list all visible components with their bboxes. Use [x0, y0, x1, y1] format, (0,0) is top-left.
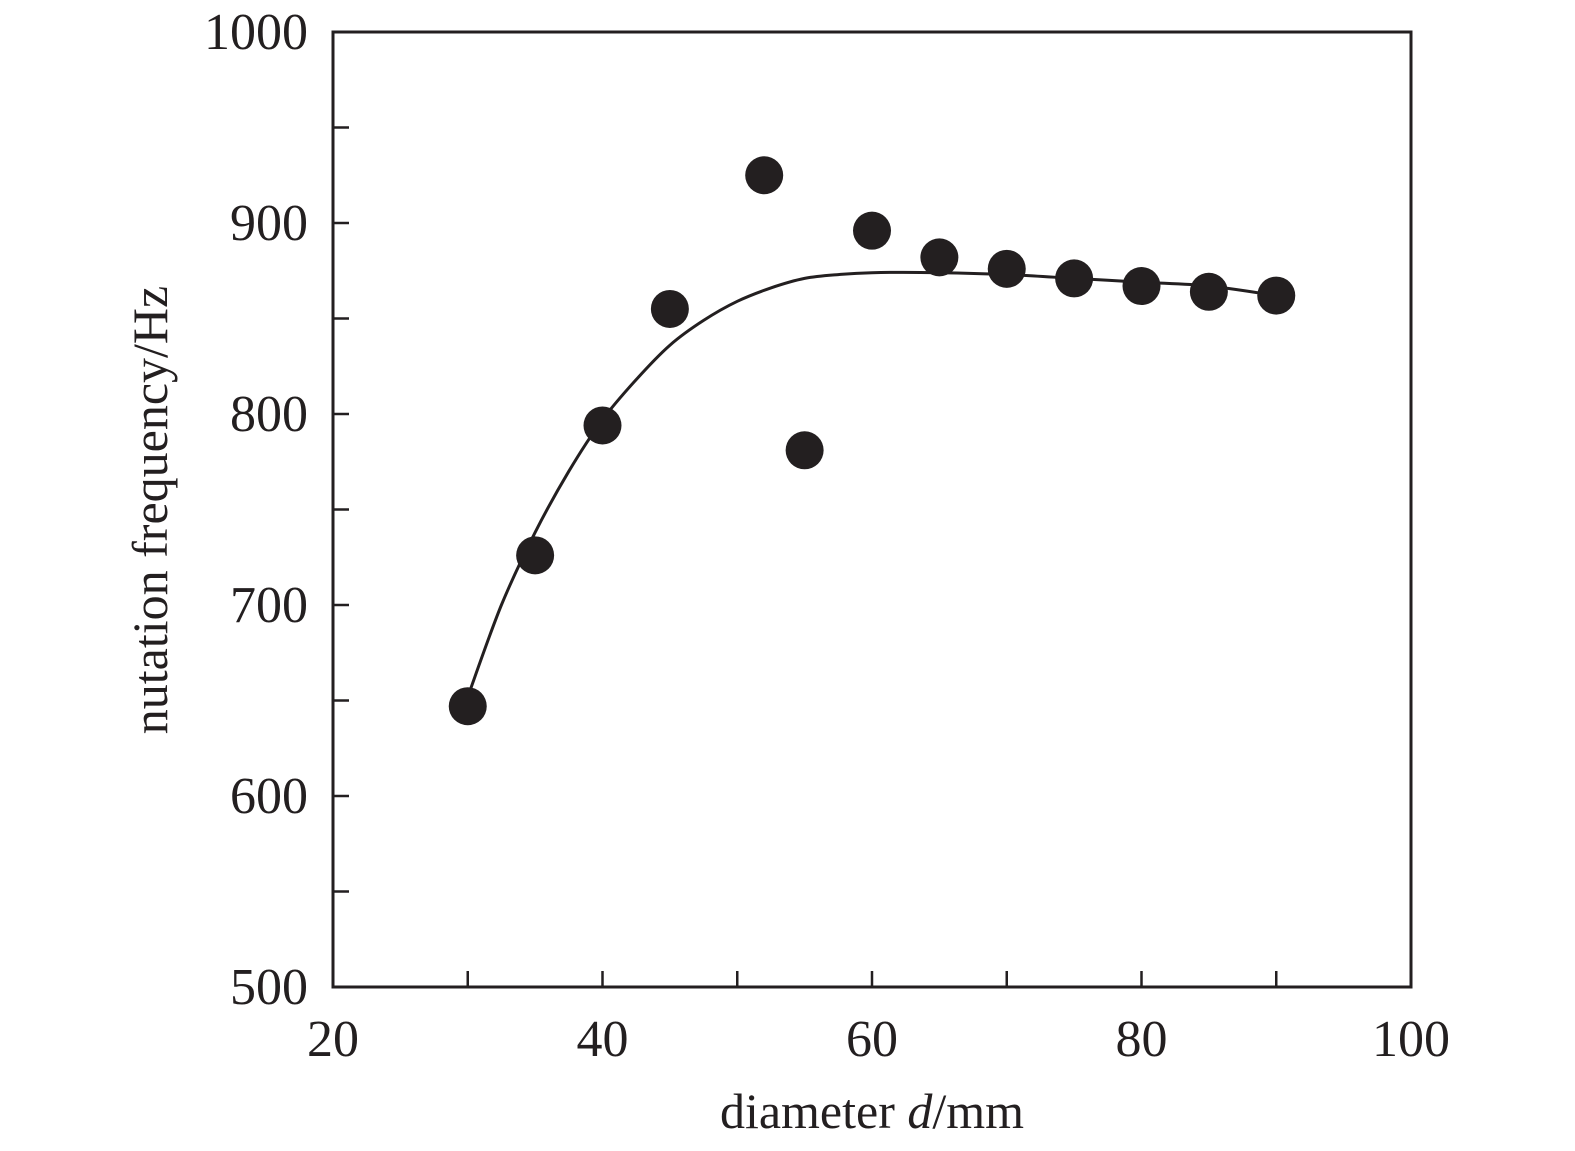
- data-points-layer: [448, 156, 1296, 726]
- data-point: [1122, 267, 1161, 306]
- data-point: [987, 249, 1026, 288]
- fit-curve: [466, 270, 1277, 698]
- y-tick-label: 1000: [204, 4, 308, 61]
- data-point: [1189, 272, 1228, 311]
- y-tick-label: 500: [230, 959, 308, 1016]
- data-point: [516, 536, 555, 575]
- data-point: [1257, 276, 1296, 315]
- data-point: [853, 211, 891, 250]
- y-tick-label: 700: [230, 577, 308, 634]
- data-point: [785, 431, 824, 470]
- y-axis-label: nutation frequency/Hz: [122, 286, 178, 734]
- x-axis-label: diameter d/mm: [720, 1083, 1024, 1139]
- axis-ticks: [331, 30, 1413, 989]
- data-point: [1055, 259, 1094, 298]
- data-point: [920, 238, 959, 277]
- y-tick-label: 800: [230, 386, 308, 443]
- x-tick-label: 100: [1372, 1011, 1450, 1068]
- y-tick-label: 900: [230, 195, 308, 252]
- x-tick-label: 80: [1116, 1011, 1168, 1068]
- x-tick-label: 40: [577, 1011, 629, 1068]
- data-point: [745, 156, 784, 195]
- fit-curve-layer: [466, 270, 1277, 698]
- data-point: [650, 289, 689, 328]
- plot-frame: [331, 30, 1413, 989]
- x-tick-label: 20: [307, 1011, 359, 1068]
- data-point: [448, 687, 487, 726]
- x-tick-label: 60: [846, 1011, 898, 1068]
- data-point: [583, 406, 622, 445]
- y-tick-label: 600: [230, 768, 308, 825]
- tick-labels: 20 40 60 80 100 500 600 700 800 900 1000: [204, 4, 1450, 1068]
